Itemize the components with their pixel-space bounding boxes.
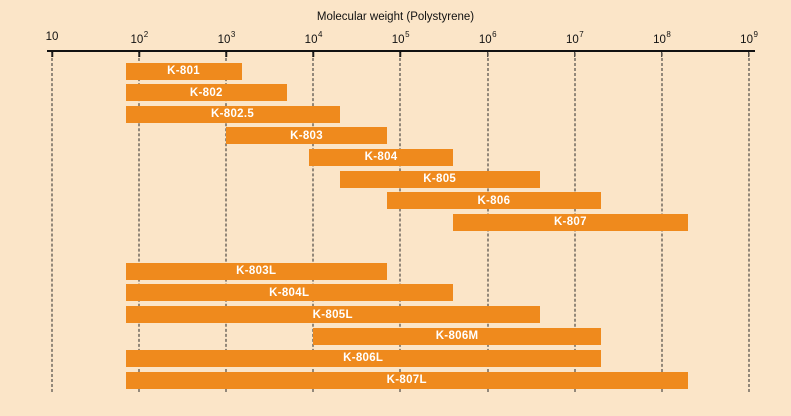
chart-title: Molecular weight (Polystyrene) bbox=[316, 11, 475, 23]
bar-label: K-806M bbox=[435, 330, 479, 343]
gridline bbox=[748, 53, 750, 392]
bar-label: K-805L bbox=[312, 308, 353, 321]
bar-label: K-802 bbox=[189, 86, 223, 99]
mw-range-bar-k-806m: K-806M bbox=[313, 327, 601, 345]
mw-range-bar-k-806: K-806 bbox=[386, 192, 601, 210]
mw-range-bar-k-801: K-801 bbox=[125, 62, 242, 80]
mw-range-bar-k-807l: K-807L bbox=[125, 371, 688, 389]
gridline bbox=[399, 53, 401, 392]
bar-label: K-804L bbox=[269, 286, 310, 299]
mw-range-bar-k-805l: K-805L bbox=[125, 306, 540, 324]
x-axis-tick-label: 106 bbox=[478, 30, 497, 46]
bar-label: K-806L bbox=[343, 352, 384, 365]
bar-label: K-802.5 bbox=[211, 108, 255, 121]
mw-range-bar-k-804l: K-804L bbox=[125, 284, 453, 302]
x-axis-tick-label: 109 bbox=[740, 30, 758, 46]
x-axis-tick-label: 102 bbox=[130, 30, 149, 46]
bar-label: K-803 bbox=[290, 129, 323, 142]
x-axis-tick-label: 104 bbox=[304, 30, 323, 46]
gridline bbox=[51, 53, 53, 392]
mw-range-bar-k-803l: K-803L bbox=[125, 262, 387, 280]
bar-label: K-803L bbox=[236, 265, 277, 277]
bar-label: K-806 bbox=[477, 194, 511, 207]
mw-range-bar-k-802-5: K-802.5 bbox=[125, 105, 340, 123]
bar-label: K-805 bbox=[423, 173, 457, 185]
mw-range-bar-k-806l: K-806L bbox=[125, 349, 601, 367]
x-axis-tick-label: 10 bbox=[45, 31, 59, 43]
x-axis-tick-label: 103 bbox=[217, 30, 236, 46]
x-axis-tick-label: 105 bbox=[391, 30, 410, 46]
bar-label: K-804 bbox=[364, 151, 398, 164]
bar-label: K-801 bbox=[167, 65, 200, 77]
gridline bbox=[138, 53, 140, 392]
bar-label: K-807 bbox=[553, 216, 587, 229]
mw-range-bar-k-807: K-807 bbox=[452, 213, 688, 231]
mw-range-bar-k-805: K-805 bbox=[339, 170, 540, 188]
gridline bbox=[312, 53, 314, 392]
bar-label: K-807L bbox=[386, 374, 427, 386]
mw-range-bar-k-803: K-803 bbox=[226, 127, 387, 145]
mw-range-bar-k-804: K-804 bbox=[309, 148, 453, 166]
x-axis-tick-label: 107 bbox=[565, 30, 584, 46]
mw-range-bar-k-802: K-802 bbox=[125, 84, 288, 102]
gridline bbox=[225, 53, 227, 392]
x-axis-tick-label: 108 bbox=[653, 30, 671, 46]
